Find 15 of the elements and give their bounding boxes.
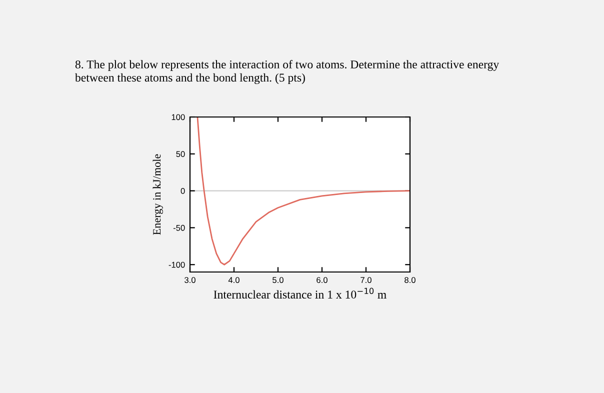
y-tick-label: 0 <box>180 188 185 194</box>
x-tick-label: 5.0 <box>272 277 284 283</box>
x-tick-label: 7.0 <box>360 277 372 283</box>
line-series <box>196 117 410 266</box>
chart-title: 8. The plot below represents the interaction of two atoms. Determine the attractive energy between these atoms and the bond length. (5 pts) <box>75 60 500 84</box>
y-tick-label: 100 <box>172 114 185 120</box>
y-tick-label: 50 <box>176 151 185 158</box>
y-axis-title: Energy in kJ/mole <box>152 154 163 235</box>
x-tick-label: 3.0 <box>184 277 196 283</box>
x-tick-label: 8.0 <box>404 277 416 283</box>
x-tick-label: 6.0 <box>316 277 328 283</box>
x-axis-title: Internuclear distance in 1 x 10$^{−10}$ m <box>214 288 386 299</box>
y-tick-label: -50 <box>173 224 185 231</box>
x-tick-label: 4.0 <box>228 277 240 283</box>
y-tick-label: -100 <box>168 262 185 268</box>
